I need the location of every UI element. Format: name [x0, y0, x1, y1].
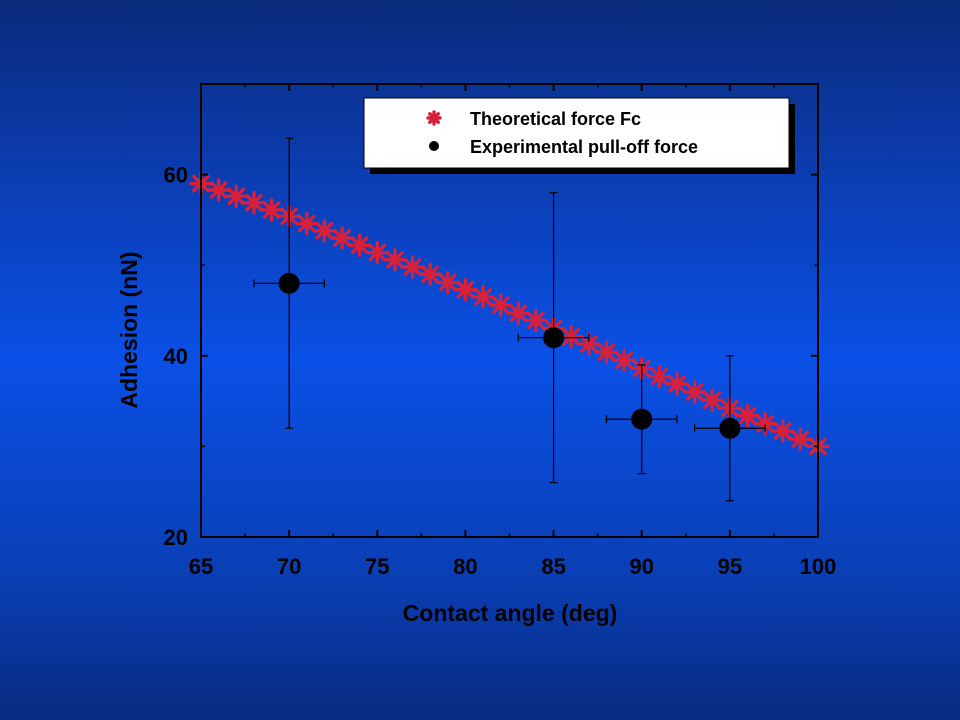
theoretical-point-stroke	[368, 243, 387, 262]
theoretical-point	[259, 198, 284, 222]
y-tick-label: 20	[164, 525, 188, 550]
theoretical-point-stroke	[597, 343, 616, 361]
theoretical-point-stroke	[421, 265, 439, 284]
series-layer	[189, 137, 830, 502]
theoretical-point	[612, 348, 636, 373]
theoretical-point	[453, 277, 478, 302]
theoretical-point-stroke	[456, 280, 475, 299]
theoretical-point-stroke	[773, 422, 792, 440]
theoretical-point-stroke	[227, 187, 246, 206]
theoretical-point	[771, 419, 795, 443]
theoretical-point	[206, 178, 231, 202]
experimental-point	[543, 327, 565, 349]
theoretical-point	[594, 340, 619, 364]
theoretical-point	[577, 332, 601, 356]
theoretical-point	[224, 184, 248, 209]
theoretical-point	[436, 270, 460, 295]
x-tick-label: 65	[189, 554, 213, 579]
x-tick-label: 90	[629, 554, 653, 579]
y-tick-label: 60	[164, 163, 188, 188]
theoretical-point	[488, 293, 513, 317]
y-axis-title: Adhesion (nN)	[116, 251, 142, 408]
theoretical-point	[735, 403, 760, 428]
theoretical-point	[242, 190, 266, 215]
theoretical-point-stroke	[509, 304, 528, 322]
theoretical-point-stroke	[474, 288, 492, 306]
theoretical-point	[524, 308, 548, 333]
theoretical-point-stroke	[245, 193, 263, 212]
theoretical-point	[700, 388, 724, 412]
x-tick-label: 70	[277, 554, 301, 579]
x-tick-label: 85	[541, 554, 565, 579]
experimental-point	[631, 408, 653, 430]
theoretical-point-stroke	[386, 250, 404, 269]
theoretical-point-stroke	[791, 430, 810, 448]
theoretical-point-stroke	[439, 273, 457, 292]
theoretical-point-stroke	[491, 296, 510, 314]
ticks-layer: 65 70 75 80 85 90 95 100 20 40 60	[164, 84, 837, 579]
legend-box	[363, 97, 790, 169]
theoretical-point-stroke	[703, 391, 721, 409]
theoretical-point-stroke	[685, 383, 704, 401]
x-tick-label: 95	[718, 554, 742, 579]
theoretical-point-stroke	[650, 367, 669, 386]
theoretical-point	[418, 262, 442, 286]
theoretical-point-stroke	[562, 328, 580, 346]
theoretical-point	[788, 427, 813, 451]
theoretical-point	[383, 248, 407, 272]
x-tick-label: 75	[365, 554, 389, 579]
theoretical-point-stroke	[615, 351, 633, 370]
legend-asterisk-stroke	[428, 112, 440, 124]
theoretical-point	[682, 380, 707, 404]
theoretical-point	[365, 240, 389, 265]
theoretical-point-stroke	[668, 375, 686, 393]
legend-label-experimental: Experimental pull-off force	[470, 137, 698, 157]
theoretical-point-stroke	[315, 222, 334, 240]
legend: Theoretical force Fc Experimental pull-o…	[363, 97, 795, 174]
theoretical-point-stroke	[350, 236, 369, 255]
legend-asterisk	[426, 110, 442, 126]
theoretical-point-stroke	[403, 258, 422, 276]
theoretical-point	[471, 285, 495, 309]
legend-asterisk-marker	[426, 110, 442, 126]
theoretical-point	[330, 226, 354, 250]
theoretical-point	[295, 211, 319, 236]
x-tick-label: 100	[800, 554, 837, 579]
theoretical-point	[665, 372, 689, 396]
legend-label-theoretical: Theoretical force Fc	[470, 109, 641, 129]
theoretical-point	[647, 364, 672, 389]
experimental-point	[719, 417, 741, 439]
experimental-point	[278, 272, 300, 294]
theoretical-point-stroke	[580, 335, 598, 353]
theoretical-point	[312, 219, 337, 243]
theoretical-point	[400, 255, 425, 279]
theoretical-point-stroke	[209, 181, 228, 199]
theoretical-point-stroke	[527, 311, 545, 330]
theoretical-point	[347, 233, 372, 257]
theoretical-point-stroke	[333, 229, 351, 247]
theoretical-point	[506, 301, 531, 325]
x-tick-label: 80	[453, 554, 477, 579]
x-axis-title: Contact angle (deg)	[403, 600, 618, 626]
y-tick-label: 40	[164, 344, 188, 369]
theoretical-point	[559, 325, 583, 349]
legend-circle-marker	[429, 141, 439, 151]
theoretical-point-stroke	[738, 406, 757, 425]
theoretical-point-stroke	[262, 201, 281, 219]
theoretical-point-stroke	[298, 214, 316, 233]
